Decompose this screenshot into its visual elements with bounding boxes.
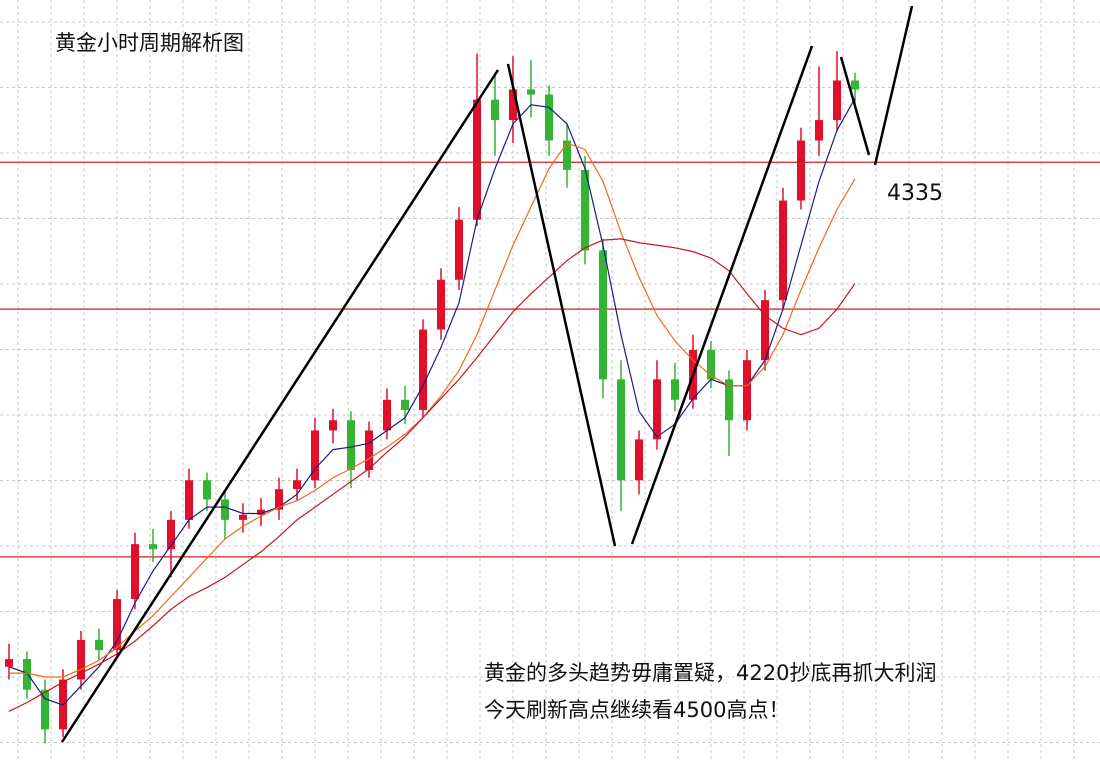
candle-body <box>95 639 103 651</box>
candle-body <box>401 399 409 411</box>
chart-title: 黄金小时周期解析图 <box>55 31 244 55</box>
candle-body <box>311 430 319 481</box>
candle-body <box>599 250 607 380</box>
trend-line <box>839 56 871 156</box>
candle-body <box>545 94 553 141</box>
candle-body <box>815 120 823 141</box>
candle-body <box>509 89 517 121</box>
candle-body <box>293 480 301 490</box>
candle-body <box>779 200 787 301</box>
moving-average <box>8 98 856 706</box>
candle-body <box>491 99 499 121</box>
candle-body <box>113 599 121 651</box>
trend-lines <box>60 5 914 743</box>
candle-body <box>329 420 337 431</box>
candle-body <box>617 379 625 481</box>
candle-body <box>419 329 427 411</box>
candle-body <box>365 430 373 471</box>
candle-body <box>725 379 733 421</box>
candle-body <box>239 514 247 520</box>
candle-body <box>797 140 805 201</box>
candle-body <box>77 639 85 680</box>
trend-line <box>873 5 914 166</box>
candle-body <box>221 499 229 520</box>
plot <box>5 51 859 744</box>
candle-body <box>563 140 571 170</box>
candle-body <box>761 300 769 361</box>
candle-body <box>581 169 589 251</box>
candle-body <box>833 80 841 121</box>
candle-body <box>5 659 13 667</box>
candle-body <box>167 519 175 550</box>
candle-body <box>23 659 31 690</box>
candle-body <box>635 439 643 481</box>
candle-body <box>185 480 193 520</box>
trend-line <box>506 63 617 547</box>
candle-body <box>149 544 157 550</box>
candle-body <box>383 399 391 431</box>
candle-body <box>671 379 679 400</box>
candle-body <box>41 689 49 730</box>
candle-body <box>527 89 535 95</box>
trend-line <box>60 69 500 743</box>
support-lines: 4335 <box>0 161 1100 558</box>
annotation: 今天刷新高点继续看4500高点！ <box>484 698 789 722</box>
candle-body <box>203 480 211 500</box>
candle-body <box>131 544 139 600</box>
candle-body <box>743 360 751 421</box>
candle-body <box>851 80 859 90</box>
moving-average <box>9 142 856 678</box>
candle-body <box>707 349 715 380</box>
candle-body <box>437 279 445 330</box>
candle-body <box>473 99 481 220</box>
candle-body <box>653 379 661 440</box>
trend-line <box>630 45 814 545</box>
price-level-label: 4335 <box>887 181 943 206</box>
candle-body <box>257 509 265 515</box>
annotation: 黄金的多头趋势毋庸置疑，4220抄底再抓大利润 <box>484 661 936 685</box>
candle-body <box>275 489 283 510</box>
moving-average <box>8 238 856 712</box>
candle-body <box>347 420 355 471</box>
candle-body <box>455 219 463 280</box>
